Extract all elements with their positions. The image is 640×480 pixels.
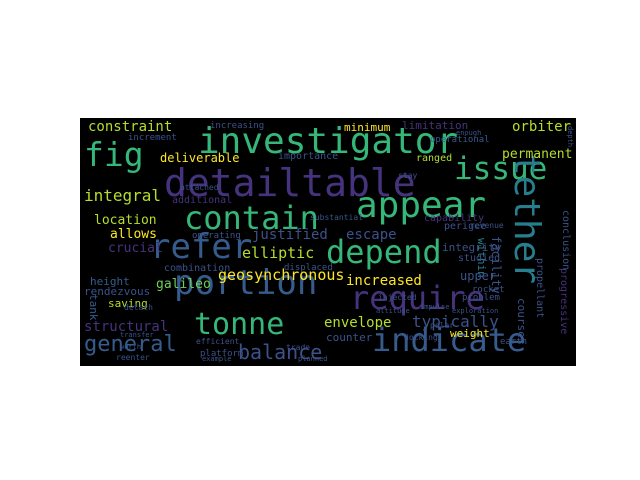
word: example (202, 355, 232, 363)
word: investigator (198, 121, 459, 162)
word: typically (412, 312, 499, 331)
word: displaced (284, 263, 333, 273)
word: polar (430, 321, 455, 330)
word: require (350, 279, 485, 317)
word: integrity (442, 241, 502, 254)
word: revenue (470, 221, 504, 230)
word: deliverable (160, 151, 240, 165)
word: propellant (534, 258, 545, 319)
word: stay (398, 171, 418, 180)
word: additional (172, 195, 233, 206)
word: crucial (108, 241, 163, 256)
word: injected (378, 293, 417, 302)
word: issue (454, 151, 548, 187)
word: appear (356, 185, 487, 226)
word-cloud: investigator fig detailtable issue conta… (80, 118, 576, 366)
word: general (84, 332, 177, 357)
word: refer (150, 227, 253, 267)
word: capability (424, 213, 485, 224)
word: escape (346, 227, 397, 243)
word: enough (456, 129, 482, 137)
word: tether (506, 154, 547, 285)
word: height (90, 275, 130, 288)
word: location (94, 213, 157, 228)
word: rocket (472, 285, 505, 295)
word: problem (462, 293, 500, 303)
word: envelope (324, 315, 392, 331)
word: docking (404, 333, 438, 342)
word: altitude (376, 307, 410, 315)
word: allows (110, 227, 157, 242)
word: increased (346, 273, 422, 289)
word: efficient (196, 337, 240, 346)
word: upper (460, 269, 497, 283)
word: course (515, 298, 528, 338)
word: weight (450, 327, 490, 340)
word: platform (200, 349, 244, 359)
word: structural (84, 319, 169, 335)
word: perigee (444, 221, 487, 232)
word: increment (128, 133, 177, 143)
word: saving (108, 297, 148, 310)
word: minimum (344, 121, 391, 134)
word: conclusion (560, 210, 571, 271)
word: earth (500, 337, 528, 347)
word: studied (458, 253, 501, 264)
word: worth (120, 343, 142, 351)
word: tank (87, 294, 100, 321)
word: detach (124, 303, 153, 312)
word: attached (180, 183, 219, 192)
word: tonne (194, 307, 285, 342)
word: combination (164, 263, 231, 274)
word: justified (252, 227, 328, 243)
word: ranged (416, 153, 453, 164)
word: rendezvous (84, 285, 151, 298)
word: detailtable (164, 161, 416, 205)
word: counter (326, 331, 373, 344)
word: substantial (310, 213, 363, 222)
word: progressive (558, 268, 569, 335)
word: facility (489, 236, 503, 294)
word: operational (430, 135, 490, 145)
word: elliptic (242, 244, 315, 262)
word: reenter (116, 353, 150, 362)
word: within (475, 238, 488, 278)
word: operating (192, 231, 241, 241)
word: increasing (210, 121, 265, 131)
word: transfer (120, 331, 154, 339)
word: integral (84, 186, 162, 205)
word: depth (566, 126, 574, 148)
word: importance (278, 151, 339, 162)
word: fig (84, 135, 144, 174)
word: exploration (452, 307, 499, 315)
word: permanent (502, 147, 573, 162)
word: orbiter (512, 119, 572, 135)
word: depend (326, 233, 442, 271)
word: portion (174, 263, 318, 303)
word: planned (298, 355, 328, 363)
word: geosynchronous (218, 266, 345, 284)
word: galileo (156, 277, 211, 292)
word: contain (184, 199, 319, 237)
word: trade (286, 343, 311, 352)
word: limitation (402, 119, 469, 132)
word: impulse (420, 303, 450, 311)
word: constraint (88, 119, 173, 135)
word: balance (238, 340, 323, 364)
word: indicate (372, 321, 527, 359)
